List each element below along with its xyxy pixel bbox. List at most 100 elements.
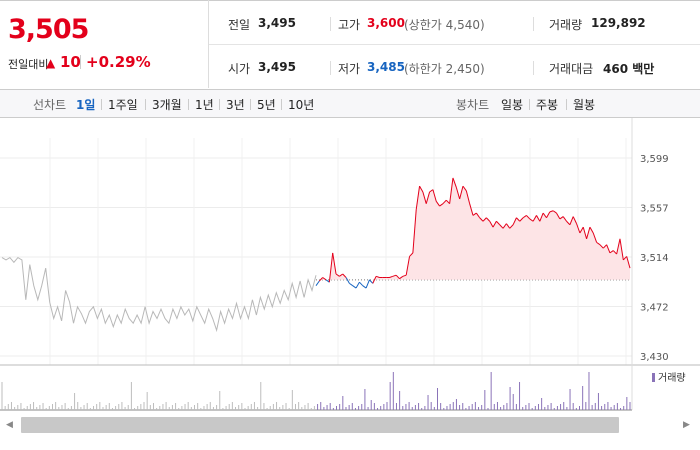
- price-line-segment: [509, 224, 514, 229]
- price-line-segment: [462, 185, 467, 192]
- period-selector-bar: [0, 90, 700, 118]
- price-line-segment: [395, 274, 400, 280]
- price-summary-panel: [0, 0, 700, 90]
- y-axis-ticks: 3,599 3,557 3,514 3,472 3,430: [640, 154, 669, 363]
- price-line-segment: [465, 190, 471, 204]
- price-line-segment: [489, 221, 494, 228]
- price-line-segment: [472, 212, 477, 216]
- price-line-segment: [529, 218, 534, 222]
- price-line-segment: [415, 186, 421, 210]
- volume-bars: [1, 372, 631, 410]
- price-line-segment: [579, 226, 584, 234]
- price-line-segment: [549, 210, 554, 213]
- open-label: 시가: [228, 62, 251, 76]
- period-tab-1w[interactable]: 1주일: [108, 98, 138, 112]
- period-tab-3m[interactable]: 3개월: [152, 98, 182, 112]
- price-line-segment: [622, 256, 628, 261]
- price-line-segment: [359, 281, 364, 287]
- price-line-segment: [612, 250, 618, 255]
- price-line-segment: [412, 209, 417, 253]
- current-price-box: [0, 0, 209, 88]
- current-price: 3,505: [8, 14, 89, 45]
- price-line-segment: [355, 281, 360, 289]
- price-line-segment: [332, 252, 337, 275]
- price-line-segment: [542, 212, 547, 219]
- price-line-segment: [459, 185, 464, 200]
- scroll-right-icon[interactable]: ▶: [683, 420, 690, 430]
- price-line-segment: [482, 217, 487, 222]
- price-line-segment: [455, 187, 461, 200]
- period-tab-1d[interactable]: 1일: [76, 98, 96, 112]
- chart-series: [1, 177, 631, 333]
- high-value: 3,600: [367, 16, 405, 30]
- price-line-segment: [405, 256, 411, 276]
- price-line-segment: [425, 191, 431, 204]
- price-line-segment: [609, 250, 614, 254]
- price-line-segment: [325, 279, 330, 283]
- price-line-segment: [485, 217, 491, 222]
- previous-day-line: [1, 256, 317, 333]
- price-line-segment: [626, 256, 631, 269]
- price-line-segment: [345, 277, 350, 284]
- price-line-segment: [499, 224, 504, 229]
- chart-scrollbar[interactable]: ◀ ▶: [0, 414, 700, 436]
- price-up-area: [316, 177, 630, 280]
- period-tab-3y[interactable]: 3년: [226, 98, 245, 112]
- open-value: 3,495: [258, 60, 296, 74]
- price-line-segment: [322, 277, 327, 281]
- price-line-segment: [586, 226, 591, 239]
- summary-row-divider: [209, 44, 700, 45]
- period-tab-10y[interactable]: 10년: [288, 98, 315, 112]
- price-line-segment: [576, 223, 581, 234]
- period-tab-5y[interactable]: 5년: [257, 98, 276, 112]
- price-line-segment: [526, 215, 531, 220]
- y-tick-label: 3,599: [640, 154, 669, 165]
- candle-tab-weekly[interactable]: 주봉: [536, 98, 559, 112]
- price-line-segment: [399, 275, 404, 280]
- candle-tab-monthly[interactable]: 월봉: [573, 98, 596, 112]
- price-line-segment: [449, 177, 454, 204]
- price-line-segment: [349, 282, 354, 287]
- price-line-segment: [522, 214, 527, 219]
- price-line-segment: [566, 220, 571, 226]
- price-line-segment: [502, 223, 507, 229]
- lower-limit: (하한가 2,450): [404, 62, 485, 76]
- candle-tab-daily[interactable]: 일봉: [501, 98, 524, 112]
- price-line-segment: [589, 226, 594, 234]
- price-line-segment: [582, 226, 588, 239]
- scroll-left-icon[interactable]: ◀: [6, 420, 13, 430]
- price-line-segment: [596, 241, 601, 246]
- price-line-segment: [516, 217, 521, 222]
- period-tab-1y[interactable]: 1년: [195, 98, 214, 112]
- price-line-segment: [562, 216, 567, 222]
- summary-divider: [533, 17, 534, 31]
- price-line-segment: [556, 212, 561, 220]
- amount-label: 거래대금: [549, 62, 594, 76]
- price-line-segment: [389, 275, 393, 278]
- price-line-segment: [546, 211, 551, 218]
- price-line-segment: [362, 285, 367, 289]
- price-line-segment: [439, 203, 444, 207]
- price-line-segment: [365, 279, 370, 289]
- price-line-segment: [492, 221, 497, 228]
- change-divider: [80, 55, 81, 69]
- price-line-segment: [452, 177, 457, 188]
- price-line-segment: [469, 203, 474, 216]
- line-chart-label: 선차트: [33, 98, 67, 112]
- price-line-segment: [422, 191, 427, 204]
- price-line-segment: [318, 277, 324, 282]
- price-line-segment: [375, 275, 380, 278]
- volume-legend-swatch: [652, 373, 655, 382]
- volume-label: 거래량: [549, 18, 583, 32]
- price-line-segment: [496, 220, 501, 226]
- price-line-segment: [559, 216, 564, 220]
- price-line-segment: [592, 232, 598, 243]
- price-line-segment: [392, 274, 397, 277]
- scrollbar-thumb[interactable]: [21, 417, 619, 433]
- y-tick-label: 3,430: [640, 352, 669, 363]
- price-line-segment: [475, 212, 481, 219]
- price-line-segment: [619, 238, 624, 261]
- price-line-segment: [505, 223, 511, 229]
- price-line-segment: [429, 189, 434, 193]
- change-label: 전일대비: [8, 58, 49, 71]
